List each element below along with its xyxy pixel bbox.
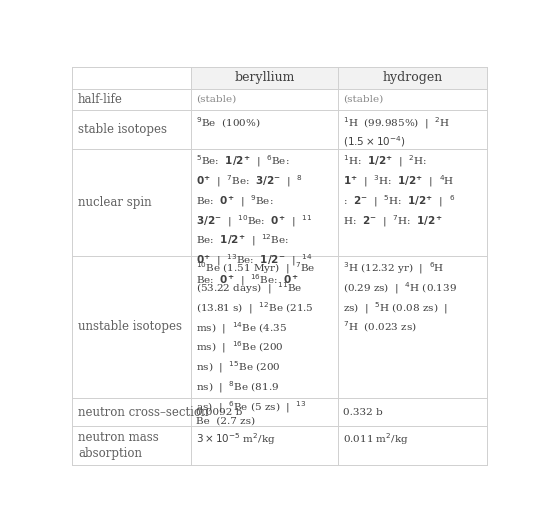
Text: unstable isotopes: unstable isotopes bbox=[78, 320, 182, 334]
Text: (stable): (stable) bbox=[196, 95, 236, 104]
Text: neutron cross–section: neutron cross–section bbox=[78, 406, 209, 419]
Text: $^{1}$H  (99.985%)  |  $^{2}$H
$(1.5\times10^{-4})$: $^{1}$H (99.985%) | $^{2}$H $(1.5\times1… bbox=[343, 115, 450, 150]
Text: nuclear spin: nuclear spin bbox=[78, 196, 152, 209]
Text: $3\times10^{-5}$ m$^{2}$/kg: $3\times10^{-5}$ m$^{2}$/kg bbox=[196, 431, 276, 447]
Bar bbox=[191, 67, 338, 89]
Text: $^{10}$Be (1.51 Myr)  |  $^{7}$Be
(53.22 days)  |  $^{11}$Be
(13.81 s)  |  $^{12: $^{10}$Be (1.51 Myr) | $^{7}$Be (53.22 d… bbox=[196, 260, 316, 426]
Text: 0.332 b: 0.332 b bbox=[343, 408, 383, 417]
Bar bbox=[338, 67, 487, 89]
Text: 0.011 m$^{2}$/kg: 0.011 m$^{2}$/kg bbox=[343, 431, 410, 447]
Text: hydrogen: hydrogen bbox=[382, 72, 443, 84]
Text: beryllium: beryllium bbox=[234, 72, 294, 84]
Text: $^{3}$H (12.32 yr)  |  $^{6}$H
(0.29 zs)  |  $^{4}$H (0.139
zs)  |  $^{5}$H (0.0: $^{3}$H (12.32 yr) | $^{6}$H (0.29 zs) |… bbox=[343, 260, 458, 335]
Text: neutron mass
absorption: neutron mass absorption bbox=[78, 431, 159, 461]
Text: $^{1}$H:  $\mathbf{1/2^{+}}$  |  $^{2}$H:
$\mathbf{1^{+}}$  |  $^{3}$H:  $\mathb: $^{1}$H: $\mathbf{1/2^{+}}$ | $^{2}$H: $… bbox=[343, 153, 456, 229]
Text: half-life: half-life bbox=[78, 93, 123, 106]
Text: $^{9}$Be  (100%): $^{9}$Be (100%) bbox=[196, 115, 260, 130]
Text: 0.0092 b: 0.0092 b bbox=[196, 408, 242, 417]
Text: stable isotopes: stable isotopes bbox=[78, 123, 167, 136]
Text: $^{5}$Be:  $\mathbf{1/2^{+}}$  |  $^{6}$Be:
$\mathbf{0^{+}}$  |  $^{7}$Be:  $\ma: $^{5}$Be: $\mathbf{1/2^{+}}$ | $^{6}$Be:… bbox=[196, 153, 312, 288]
Text: (stable): (stable) bbox=[343, 95, 384, 104]
